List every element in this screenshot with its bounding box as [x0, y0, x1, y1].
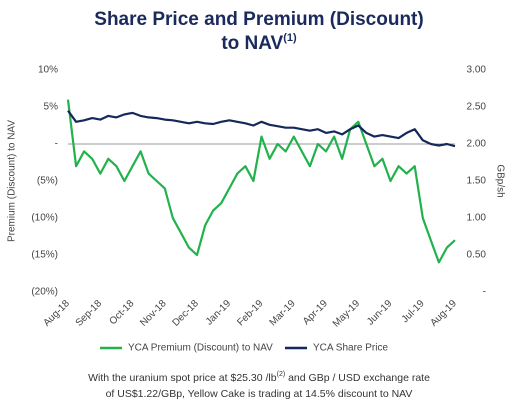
y2-tick-label: 2.00	[467, 139, 487, 150]
x-tick-label: Aug-18	[41, 298, 72, 329]
y2-tick-label: 3.00	[467, 65, 487, 76]
series-line	[67, 110, 456, 148]
y-axis-label: Premium (Discount) to NAV	[7, 120, 18, 242]
legend-label: YCA Premium (Discount) to NAV	[128, 343, 273, 354]
series-line	[66, 99, 456, 264]
x-tick-label: Mar-19	[268, 298, 298, 328]
y2-tick-label: 1.50	[467, 176, 487, 187]
y2-tick-label: 2.50	[467, 102, 487, 113]
footnote-superscript: (2)	[277, 371, 286, 378]
x-tick-label: Feb-19	[235, 298, 265, 328]
y-tick-label: (5%)	[37, 176, 58, 187]
y2-tick-label: 1.00	[467, 213, 487, 224]
x-tick-label: Jul-19	[400, 298, 427, 325]
footnote-text: With the uranium spot price at $25.30 /l…	[88, 372, 277, 384]
x-tick-label: Oct-18	[107, 298, 136, 327]
x-tick-label: May-19	[331, 298, 363, 330]
legend-label: YCA Share Price	[313, 343, 388, 354]
x-tick-label: Dec-18	[170, 298, 201, 329]
x-tick-label: Sep-18	[74, 298, 105, 329]
y-tick-label: (20%)	[31, 287, 58, 298]
y2-tick-label: 0.50	[467, 250, 487, 261]
y-tick-label: -	[55, 139, 58, 150]
chart-title-line2: to NAV(1)	[221, 32, 297, 54]
footnote-line1: With the uranium spot price at $25.30 /l…	[88, 371, 430, 384]
title-text: to NAV	[221, 33, 283, 54]
x-tick-label: Jun-19	[365, 298, 395, 328]
x-tick-label: Aug-19	[428, 298, 459, 329]
y-tick-label: 5%	[44, 102, 59, 113]
chart-title: Share Price and Premium (Discount)	[94, 9, 423, 30]
footnote-line2: of US$1.22/GBp, Yellow Cake is trading a…	[106, 388, 413, 400]
x-tick-label: Jan-19	[204, 298, 234, 328]
y2-axis-label: GBp/sh	[494, 164, 505, 197]
y2-tick-label: -	[483, 287, 486, 298]
x-tick-label: Apr-19	[301, 298, 330, 327]
footnote-text: and GBp / USD exchange rate	[285, 372, 430, 384]
y-tick-label: (15%)	[31, 250, 58, 261]
x-tick-label: Nov-18	[138, 298, 169, 329]
y-tick-label: (10%)	[31, 213, 58, 224]
y-tick-label: 10%	[38, 65, 58, 76]
title-superscript: (1)	[283, 32, 297, 44]
